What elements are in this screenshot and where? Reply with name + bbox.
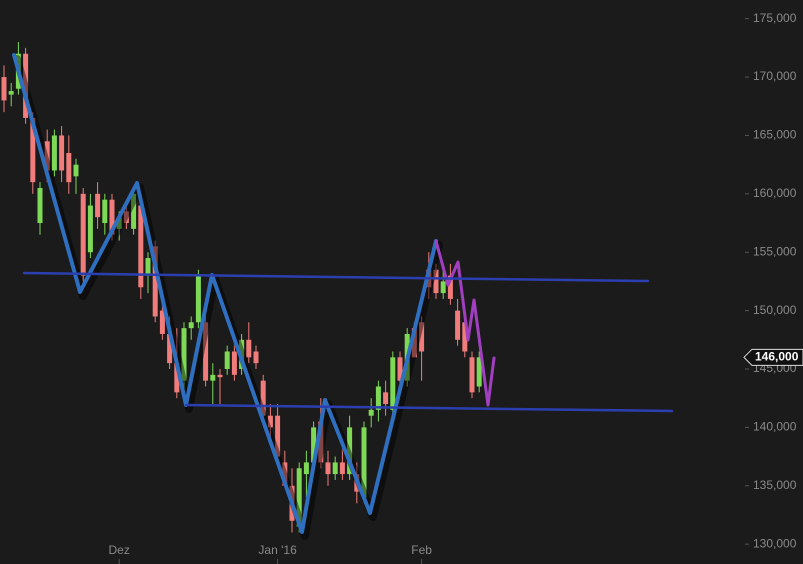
candle-body bbox=[433, 269, 439, 294]
candle-body bbox=[347, 427, 353, 475]
candle-body bbox=[303, 462, 309, 475]
candle-body bbox=[462, 322, 468, 352]
candle-body bbox=[167, 333, 173, 364]
candle-body bbox=[383, 392, 389, 405]
drawings bbox=[12, 53, 674, 540]
candle-body bbox=[145, 258, 151, 276]
candle-body bbox=[361, 427, 367, 498]
candle-body bbox=[368, 409, 374, 416]
resistance-line bbox=[22, 271, 650, 283]
candle-body bbox=[30, 117, 36, 183]
x-tick-label: Feb bbox=[411, 543, 432, 557]
candle-body bbox=[318, 421, 324, 463]
candle-body bbox=[311, 427, 317, 463]
candle-body bbox=[296, 468, 302, 527]
candle-body bbox=[8, 91, 14, 95]
candle-body bbox=[375, 386, 381, 410]
candle-body bbox=[174, 363, 180, 393]
candle-body bbox=[138, 205, 144, 288]
candle-body bbox=[23, 53, 29, 118]
y-tick-label: 175,000 bbox=[753, 11, 797, 25]
candle-body bbox=[253, 351, 259, 364]
y-tick-label: 150,000 bbox=[753, 303, 797, 317]
candle-body bbox=[325, 462, 331, 475]
candle-body bbox=[267, 415, 273, 428]
x-tick-label: Dez bbox=[109, 543, 130, 557]
candle-body bbox=[159, 310, 165, 334]
candle-body bbox=[217, 374, 223, 378]
candle-body bbox=[469, 357, 475, 393]
y-tick-label: 165,000 bbox=[753, 128, 797, 142]
y-tick-label: 130,000 bbox=[753, 536, 797, 550]
candle-body bbox=[275, 415, 281, 457]
candle-body bbox=[131, 193, 137, 229]
candle-body bbox=[476, 357, 482, 387]
candle-body bbox=[419, 322, 425, 352]
y-tick-label: 160,000 bbox=[753, 186, 797, 200]
candle-body bbox=[109, 199, 115, 235]
candle-body bbox=[203, 322, 209, 381]
candle-body bbox=[224, 351, 230, 369]
candle-body bbox=[339, 462, 345, 475]
candle-body bbox=[95, 193, 101, 218]
last-price-label: 146,000 bbox=[755, 349, 799, 363]
candle-body bbox=[102, 199, 108, 224]
candle-body bbox=[390, 357, 396, 410]
candle-body bbox=[246, 339, 252, 358]
candle-body bbox=[188, 322, 194, 329]
candle-body bbox=[411, 328, 417, 358]
y-tick-label: 135,000 bbox=[753, 478, 797, 492]
candle-body bbox=[51, 135, 57, 171]
candle-body bbox=[440, 281, 446, 294]
candle-body bbox=[87, 205, 93, 253]
candle-body bbox=[80, 193, 86, 276]
zigzag-line-recent bbox=[434, 239, 496, 407]
candle-body bbox=[116, 217, 122, 229]
candle-body bbox=[210, 374, 216, 381]
candle-body bbox=[44, 141, 50, 171]
candle-body bbox=[260, 380, 266, 416]
last-price-tag bbox=[743, 348, 803, 366]
candle-body bbox=[455, 310, 461, 340]
candle-body bbox=[123, 211, 129, 224]
candle-body bbox=[59, 135, 65, 171]
y-tick-label: 170,000 bbox=[753, 69, 797, 83]
candle-body bbox=[447, 275, 453, 299]
candle-body bbox=[73, 164, 79, 177]
y-tick-label: 140,000 bbox=[753, 420, 797, 434]
candle-body bbox=[181, 328, 187, 381]
candle-body bbox=[195, 275, 201, 323]
candle-body bbox=[37, 188, 43, 224]
candle-body bbox=[282, 462, 288, 486]
candle-body bbox=[397, 357, 403, 381]
candle-body bbox=[152, 246, 158, 317]
candle-body bbox=[231, 351, 237, 375]
candle-body bbox=[1, 77, 7, 101]
x-tick-label: Jan '16 bbox=[258, 543, 297, 557]
y-tick-label: 155,000 bbox=[753, 244, 797, 258]
support-line bbox=[184, 403, 674, 413]
candle-body bbox=[66, 152, 72, 183]
candle-body bbox=[332, 462, 338, 475]
